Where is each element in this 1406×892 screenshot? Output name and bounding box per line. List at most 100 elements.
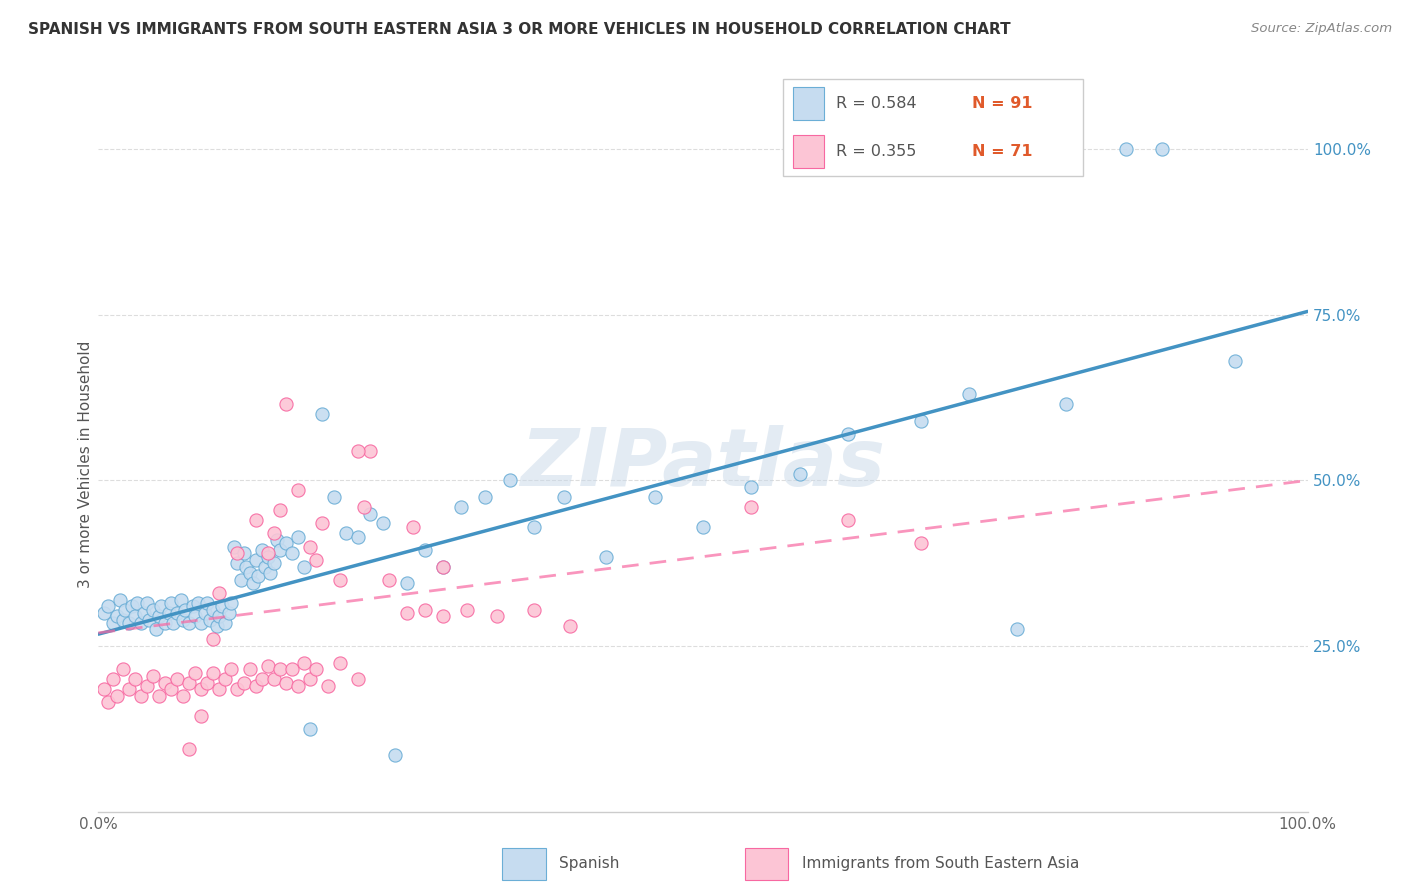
Text: N = 91: N = 91 <box>972 96 1032 111</box>
Point <box>269 543 291 558</box>
Point <box>105 689 128 703</box>
Text: Spanish: Spanish <box>560 855 620 871</box>
Point <box>118 615 141 630</box>
Point <box>305 553 328 567</box>
Point <box>202 665 225 680</box>
Point <box>347 443 370 458</box>
Point <box>111 662 134 676</box>
Point <box>208 609 231 624</box>
Point <box>274 675 297 690</box>
Point <box>162 615 184 630</box>
Point <box>1054 397 1077 411</box>
Point <box>474 490 496 504</box>
Point <box>208 682 231 697</box>
Point <box>127 596 149 610</box>
Point <box>1115 142 1137 156</box>
Point <box>226 682 249 697</box>
Point <box>214 615 236 630</box>
Point <box>256 549 278 564</box>
Point <box>184 665 207 680</box>
Point <box>221 596 243 610</box>
Point <box>242 576 264 591</box>
Point <box>134 606 156 620</box>
FancyBboxPatch shape <box>783 78 1084 177</box>
Text: N = 71: N = 71 <box>972 145 1032 160</box>
Point <box>93 682 115 697</box>
Point <box>259 566 281 581</box>
Text: R = 0.355: R = 0.355 <box>837 145 917 160</box>
Point <box>153 675 176 690</box>
Point <box>160 682 183 697</box>
Point <box>179 615 201 630</box>
Point <box>187 596 209 610</box>
Point <box>371 516 394 531</box>
FancyBboxPatch shape <box>502 848 546 880</box>
Point <box>360 443 382 458</box>
Point <box>195 596 218 610</box>
Point <box>229 573 252 587</box>
Point <box>395 606 418 620</box>
Point <box>263 556 285 570</box>
Point <box>299 722 322 736</box>
Point <box>384 748 406 763</box>
Point <box>226 546 249 560</box>
Point <box>692 520 714 534</box>
Text: Immigrants from South Eastern Asia: Immigrants from South Eastern Asia <box>801 855 1080 871</box>
Point <box>329 573 352 587</box>
Point <box>558 619 581 633</box>
Point <box>740 500 762 514</box>
Point <box>97 599 120 614</box>
Point <box>93 606 115 620</box>
Point <box>523 520 546 534</box>
Text: ZIPatlas: ZIPatlas <box>520 425 886 503</box>
Point <box>910 536 932 550</box>
Point <box>166 606 188 620</box>
Point <box>450 500 472 514</box>
Point <box>1007 623 1029 637</box>
Point <box>413 602 436 616</box>
Point <box>239 566 262 581</box>
Point <box>174 602 197 616</box>
Point <box>114 602 136 616</box>
Point <box>910 414 932 428</box>
Point <box>292 656 315 670</box>
Point <box>287 483 309 498</box>
Point <box>166 672 188 686</box>
Text: SPANISH VS IMMIGRANTS FROM SOUTH EASTERN ASIA 3 OR MORE VEHICLES IN HOUSEHOLD CO: SPANISH VS IMMIGRANTS FROM SOUTH EASTERN… <box>28 22 1011 37</box>
Point <box>413 543 436 558</box>
Point <box>553 490 575 504</box>
Point <box>256 546 278 560</box>
Point <box>316 679 339 693</box>
Point <box>129 615 152 630</box>
Point <box>456 602 478 616</box>
Point <box>837 513 859 527</box>
Point <box>194 606 217 620</box>
Point <box>157 606 180 620</box>
Point <box>105 609 128 624</box>
Point <box>214 672 236 686</box>
Point <box>353 500 375 514</box>
FancyBboxPatch shape <box>793 136 824 168</box>
Point <box>263 672 285 686</box>
Point <box>239 662 262 676</box>
Point <box>360 507 382 521</box>
Point <box>172 613 194 627</box>
Point <box>202 632 225 647</box>
Point <box>269 503 291 517</box>
Point <box>150 599 173 614</box>
Point <box>329 656 352 670</box>
Point <box>148 689 170 703</box>
Point <box>347 530 370 544</box>
Point <box>498 474 520 488</box>
FancyBboxPatch shape <box>793 87 824 120</box>
Point <box>299 540 322 554</box>
Point <box>269 662 291 676</box>
Point <box>245 679 267 693</box>
Point <box>377 573 399 587</box>
Point <box>202 602 225 616</box>
Point <box>323 490 346 504</box>
Point <box>211 599 233 614</box>
FancyBboxPatch shape <box>745 848 789 880</box>
Point <box>108 592 131 607</box>
Point <box>523 602 546 616</box>
